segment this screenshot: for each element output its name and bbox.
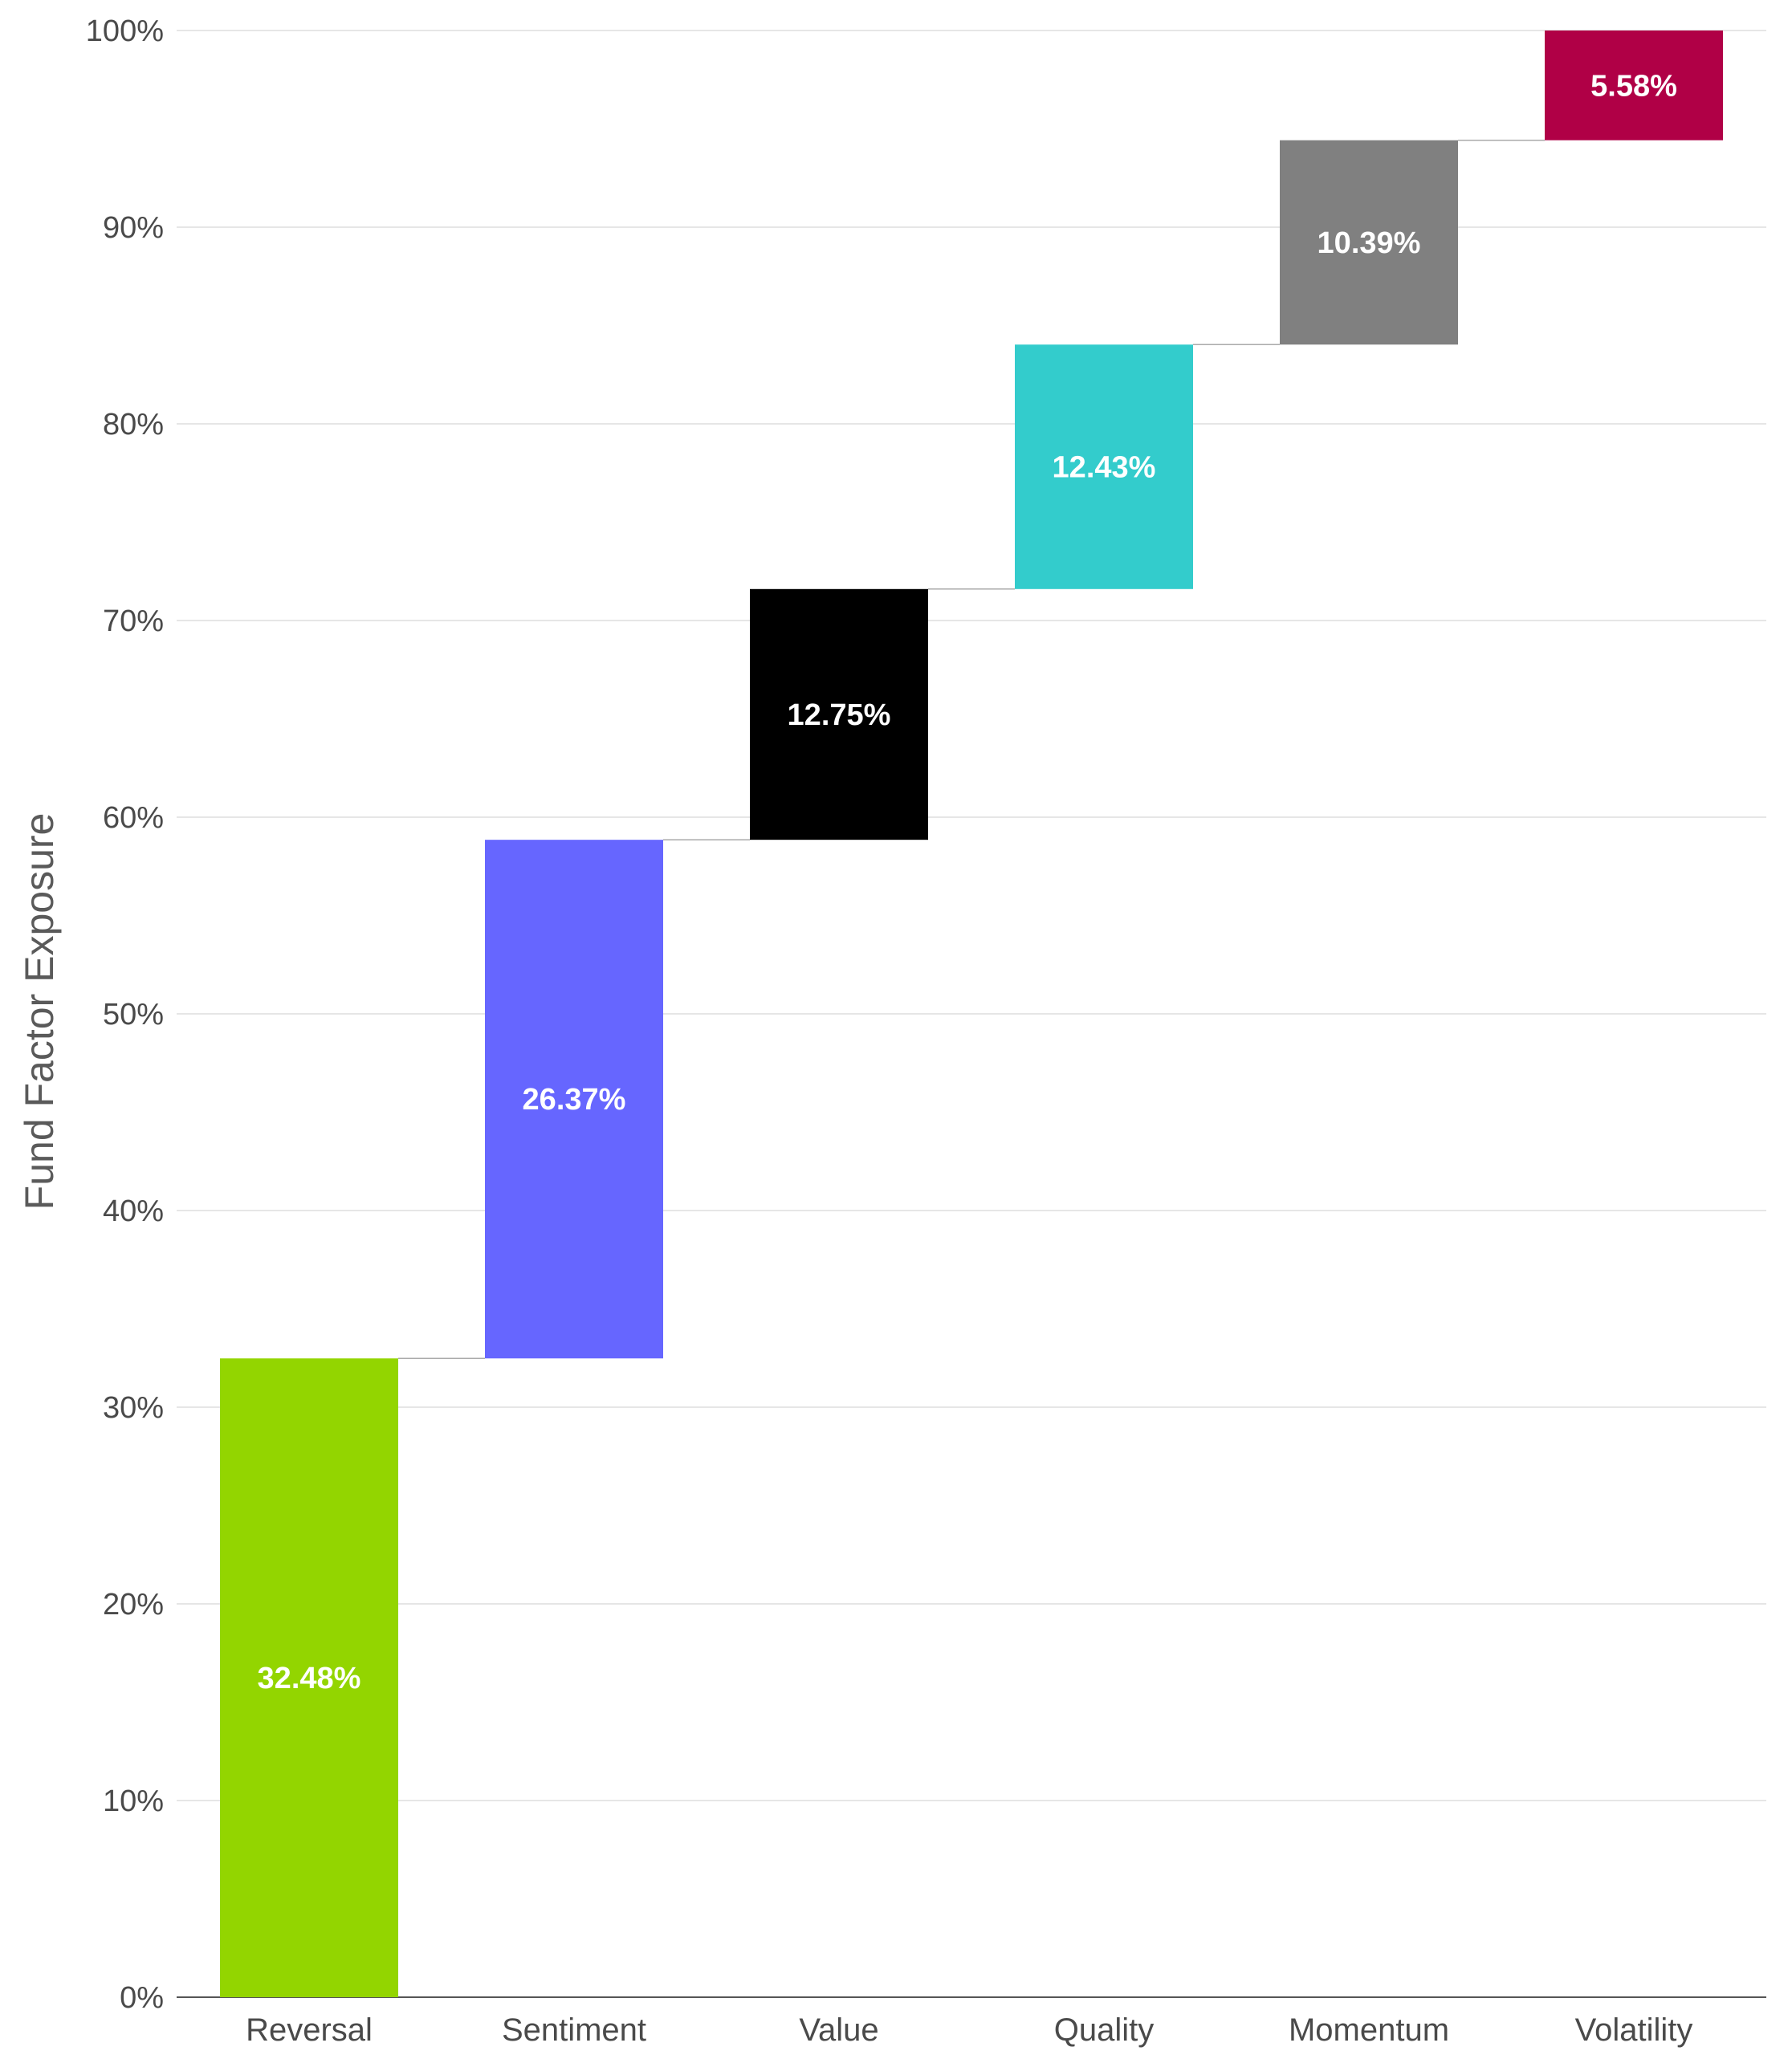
y-tick-label: 20%: [103, 1588, 164, 1622]
bars: [220, 31, 1723, 1997]
bar-quality: [1015, 344, 1193, 589]
labels: 0% 10% 20% 30% 40% 50% 60% 70% 80% 90% 100% 32.48% R…: [86, 14, 1693, 2048]
x-tick-label: Value: [799, 2012, 878, 2048]
y-tick-label: 40%: [103, 1194, 164, 1228]
y-tick-label: 30%: [103, 1391, 164, 1425]
x-tick-label: Momentum: [1289, 2012, 1449, 2048]
data-label: 5.58%: [1590, 69, 1677, 103]
connectors: [398, 139, 1545, 1359]
x-tick-label: Sentiment: [502, 2012, 646, 2048]
data-label: 12.75%: [788, 698, 891, 732]
bar-value: [750, 588, 928, 840]
data-label: 12.43%: [1053, 451, 1156, 485]
x-tick-label: Volatility: [1575, 2012, 1693, 2048]
data-label: 32.48%: [258, 1662, 361, 1695]
data-label: 26.37%: [523, 1083, 626, 1117]
bar-reversal: [220, 1358, 398, 1997]
y-tick-label: 10%: [103, 1784, 164, 1818]
x-tick-label: Reversal: [246, 2012, 373, 2048]
data-label: 10.39%: [1318, 226, 1421, 260]
y-tick-label: 50%: [103, 998, 164, 1032]
y-tick-label: 100%: [86, 14, 164, 48]
bar-momentum: [1280, 140, 1458, 345]
gridlines: [177, 30, 1766, 1998]
y-tick-label: 60%: [103, 801, 164, 835]
y-tick-label: 80%: [103, 408, 164, 442]
bar-sentiment: [485, 840, 663, 1359]
y-tick-label: 0%: [120, 1981, 164, 2015]
bar-volatility: [1545, 31, 1723, 140]
y-axis-title: Fund Factor Exposure: [17, 813, 62, 1211]
y-tick-label: 70%: [103, 604, 164, 638]
x-tick-label: Quality: [1054, 2012, 1155, 2048]
y-tick-label: 90%: [103, 211, 164, 245]
